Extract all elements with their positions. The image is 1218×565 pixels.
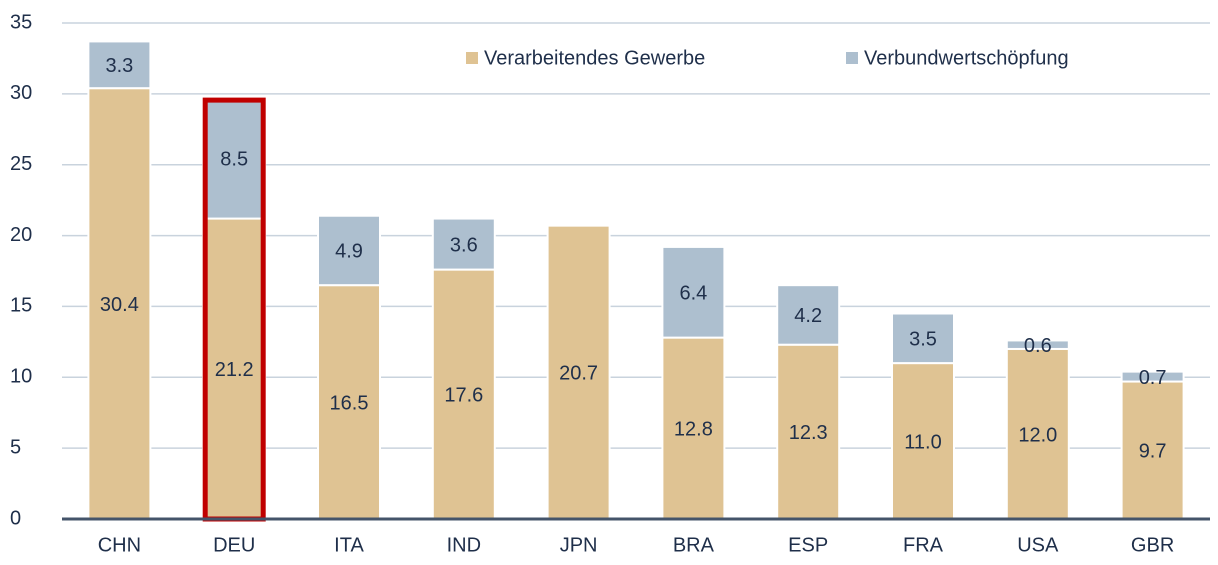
y-tick-label: 10 <box>10 366 32 388</box>
data-label: 9.7 <box>1139 441 1167 463</box>
data-label: 3.6 <box>450 234 478 256</box>
data-label: 17.6 <box>444 385 483 407</box>
x-tick-label: ESP <box>788 534 828 556</box>
bar-segment <box>431 268 496 520</box>
x-tick-label: DEU <box>213 534 255 556</box>
legend-swatch <box>466 52 478 64</box>
data-label: 4.2 <box>794 305 822 327</box>
bar-segment <box>87 40 152 90</box>
bar-segment <box>546 224 611 520</box>
x-tick-label: BRA <box>673 534 715 556</box>
bar-segment <box>1005 339 1070 350</box>
x-tick-label: JPN <box>560 534 598 556</box>
x-tick-label: USA <box>1017 534 1059 556</box>
bar-segment <box>891 312 955 365</box>
data-label: 12.8 <box>674 419 713 441</box>
y-tick-label: 0 <box>10 507 21 529</box>
y-tick-label: 25 <box>10 153 32 175</box>
y-tick-label: 20 <box>10 224 32 246</box>
legend-label: Verarbeitendes Gewerbe <box>484 47 705 69</box>
x-tick-label: IND <box>447 534 481 556</box>
y-tick-label: 15 <box>10 295 32 317</box>
bar-segment <box>317 284 381 520</box>
bar-segment <box>202 217 267 521</box>
x-tick-label: FRA <box>903 534 944 556</box>
bar-segment <box>317 214 381 287</box>
y-tick-label: 5 <box>10 436 21 458</box>
data-label: 6.4 <box>679 283 707 305</box>
bar-segment <box>431 217 496 271</box>
bar-segment <box>661 336 726 520</box>
data-label: 11.0 <box>904 431 941 453</box>
y-tick-label: 30 <box>10 82 32 104</box>
y-tick-label: 35 <box>10 11 32 33</box>
legend-swatch <box>846 52 858 64</box>
data-label: 3.3 <box>105 55 133 77</box>
data-label: 20.7 <box>559 363 598 385</box>
data-label: 12.3 <box>789 422 828 444</box>
data-label: 21.2 <box>215 359 254 381</box>
bar-segment <box>1120 370 1185 383</box>
data-label: 0.6 <box>1024 335 1052 357</box>
x-tick-label: CHN <box>98 534 141 556</box>
x-tick-label: GBR <box>1131 534 1174 556</box>
bar-segment <box>891 362 955 520</box>
bar-segment <box>776 284 841 346</box>
x-tick-label: ITA <box>334 534 364 556</box>
data-label: 4.9 <box>335 241 363 263</box>
bar-segment <box>1005 347 1070 521</box>
data-label: 3.5 <box>909 329 937 351</box>
legend-label: Verbundwertschöpfung <box>864 47 1069 69</box>
data-label: 16.5 <box>330 392 369 414</box>
data-label: 12.0 <box>1018 424 1057 446</box>
bar-segment <box>661 245 726 339</box>
data-label: 0.7 <box>1139 367 1167 389</box>
data-label: 30.4 <box>100 294 139 316</box>
data-label: 8.5 <box>220 149 248 171</box>
